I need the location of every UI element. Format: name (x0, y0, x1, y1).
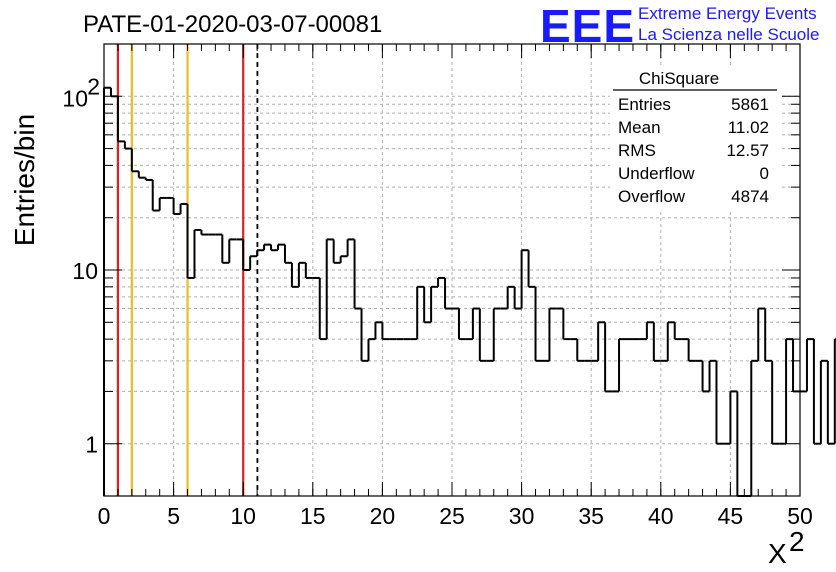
x-tick-labels: 0 5 10 15 20 25 30 35 40 45 50 (98, 503, 813, 529)
stats-box: ChiSquare Entries 5861 Mean 11.02 RMS 12.57 Un… (610, 68, 780, 210)
x-tick-label: 50 (787, 503, 813, 529)
x-tick-label: 5 (167, 503, 180, 529)
chart-title: PATE-01-2020-03-07-00081 (83, 11, 382, 38)
stats-value: 5861 (731, 95, 769, 114)
x-tick-label: 25 (439, 503, 465, 529)
y-tick-label: 1 (85, 432, 98, 458)
stats-box-background (610, 68, 780, 210)
x-tick-label: 0 (98, 503, 111, 529)
eee-logo: EEE Extreme Energy Events La Scienza nel… (540, 0, 819, 52)
x-tick-label: 40 (648, 503, 674, 529)
logo-line2: La Scienza nelle Scuole (638, 25, 819, 44)
x-tick-label: 20 (370, 503, 396, 529)
stats-label: Mean (618, 118, 661, 137)
x-tick-label: 45 (718, 503, 744, 529)
x-tick-label: 10 (230, 503, 256, 529)
stats-label: Overflow (618, 187, 686, 206)
logo-mark: EEE (540, 0, 635, 52)
stats-value: 12.57 (726, 141, 769, 160)
x-tick-label: 35 (578, 503, 604, 529)
stats-title: ChiSquare (639, 69, 719, 88)
stats-value: 0 (760, 164, 769, 183)
logo-line1: Extreme Energy Events (638, 4, 817, 23)
x-tick-label: 15 (300, 503, 326, 529)
x-axis-title-superscript: 2 (789, 526, 805, 557)
stats-value: 4874 (731, 187, 769, 206)
stats-value: 11.02 (728, 118, 769, 137)
x-tick-label: 30 (509, 503, 535, 529)
stats-label: Entries (618, 95, 671, 114)
y-tick-label: 10 (72, 258, 98, 284)
axes (103, 43, 801, 497)
stats-label: Underflow (618, 164, 695, 183)
y-axis-title: Entries/bin (9, 114, 40, 246)
x-axis-title: X (768, 538, 787, 569)
y-tick-label-exponent: 2 (87, 73, 100, 99)
stats-label: RMS (618, 141, 656, 160)
y-tick-label: 10 (62, 85, 88, 111)
